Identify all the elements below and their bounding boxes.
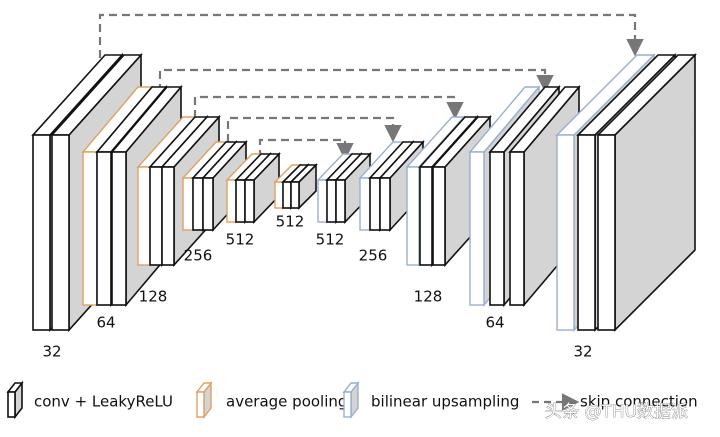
legend-label: skip connection (580, 393, 698, 411)
slab-front (335, 179, 346, 223)
slab-front (556, 134, 575, 331)
legend: conv + LeakyReLU average pooling bilinea… (6, 380, 698, 420)
blocks (31, 52, 697, 333)
slab-front (111, 151, 127, 306)
slab-front (51, 134, 70, 331)
slab-front (282, 181, 292, 209)
slab-front (359, 177, 371, 231)
skip-line (158, 68, 554, 93)
slab-front (597, 134, 616, 331)
stage (555, 53, 697, 332)
stage-labels: 32 64 128 256 512 512 512 256 128 64 32 (42, 213, 592, 361)
slab-front (244, 179, 255, 223)
slab-front (343, 391, 352, 418)
stage-label: 512 (316, 231, 345, 249)
slab-front (419, 166, 433, 266)
legend-label: average pooling (226, 393, 347, 411)
skip-line (98, 13, 644, 58)
slab-front (32, 134, 51, 331)
slab-front (379, 177, 391, 231)
stage (225, 152, 281, 224)
slab-front (96, 151, 112, 306)
skip-line (193, 95, 464, 120)
slab-front (192, 177, 204, 231)
stage (273, 163, 318, 210)
stage-label: 256 (184, 247, 213, 265)
slab-front (369, 177, 381, 231)
stage-label: 256 (359, 247, 388, 265)
stage-label: 128 (414, 288, 443, 306)
slab-front (326, 179, 337, 223)
stage (405, 114, 492, 268)
slab-front (82, 151, 98, 306)
legend-label: conv + LeakyReLU (34, 393, 173, 411)
stage-label: 512 (276, 213, 305, 231)
slab-front (137, 166, 151, 266)
slab-front (202, 177, 214, 231)
stage (316, 152, 372, 224)
stage-label: 128 (139, 288, 168, 306)
slab-front (509, 151, 525, 306)
legend-label: bilinear upsampling (371, 393, 519, 411)
skip-line (226, 116, 402, 143)
slab-front (290, 181, 300, 209)
stage-label: 512 (226, 231, 255, 249)
skip-connections (98, 13, 644, 161)
slab-front (469, 151, 485, 306)
skip-line (258, 138, 354, 161)
stage-label: 64 (96, 314, 115, 332)
slab-front (226, 179, 237, 223)
slab-front (7, 391, 16, 418)
slab-front (161, 166, 175, 266)
watermark: 头条 @THU数据派 (545, 402, 688, 422)
slab-front (274, 181, 284, 209)
stage (81, 84, 183, 308)
slab-front (406, 166, 420, 266)
stage-label: 64 (485, 314, 504, 332)
slab-front (235, 179, 246, 223)
slab-front (577, 134, 596, 331)
slab-front (182, 177, 194, 231)
slab-front (432, 166, 446, 266)
slab-front (489, 151, 505, 306)
slab-front (317, 179, 328, 223)
slab-front (196, 391, 205, 418)
slab-front (149, 166, 163, 266)
stage-label: 32 (42, 343, 61, 361)
stage-label: 32 (573, 343, 592, 361)
